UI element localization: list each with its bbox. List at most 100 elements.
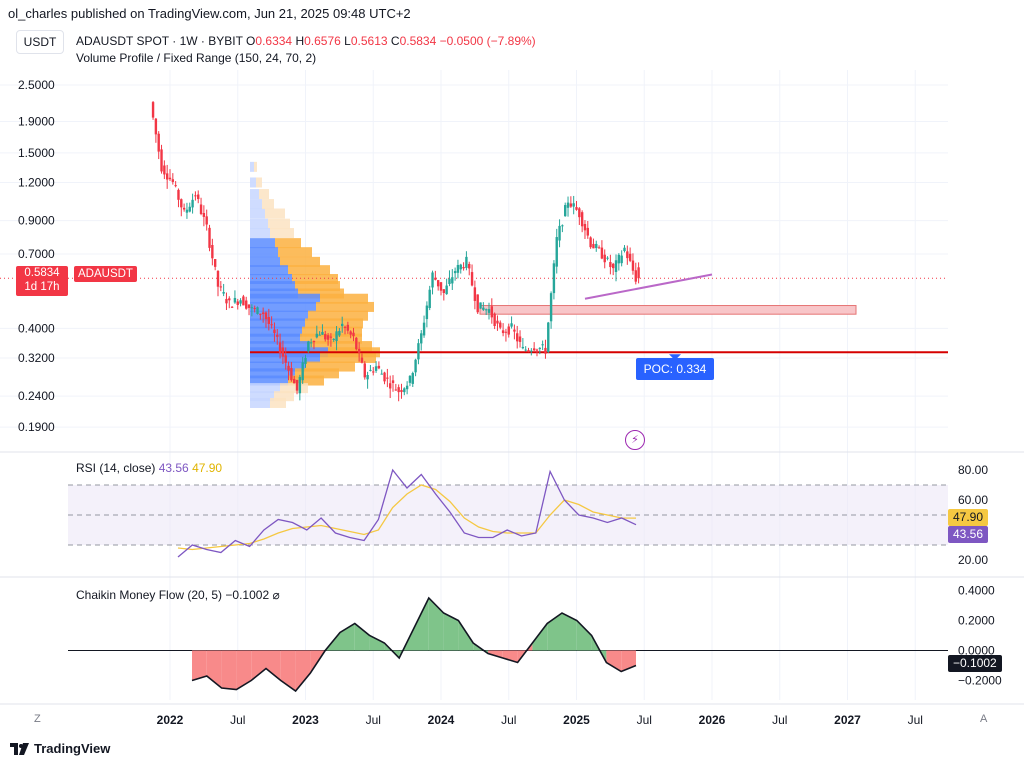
rsi-axis-label: 80.00	[958, 463, 988, 477]
candle-body	[171, 179, 175, 182]
candle-body	[230, 306, 234, 308]
price-axis-label: 0.3200	[18, 351, 55, 365]
poc-label[interactable]: POC: 0.334	[636, 358, 714, 380]
candle-body	[434, 277, 437, 280]
candle-body	[315, 333, 318, 338]
candle-body	[298, 376, 302, 394]
currency-selector[interactable]: USDT	[16, 30, 64, 54]
candle-body	[293, 378, 296, 384]
cmf-area-segment	[547, 613, 562, 651]
volume-profile-bar	[268, 218, 290, 229]
volume-profile-bar	[320, 352, 376, 363]
candle-body	[623, 247, 626, 252]
volume-profile-bar	[250, 333, 300, 344]
candle-body	[428, 289, 431, 309]
candle-body	[346, 324, 350, 331]
candle-body	[270, 324, 273, 326]
cmf-legend[interactable]: Chaikin Money Flow (20, 5) −0.1002 ⌀	[76, 588, 280, 602]
candle-body	[476, 294, 479, 313]
candle-body	[535, 349, 539, 351]
low-value: 0.5613	[350, 34, 388, 48]
candle-body	[513, 329, 516, 332]
volume-profile-bar	[292, 274, 338, 285]
time-axis-label: 2027	[834, 713, 861, 727]
volume-profile-bar	[270, 228, 294, 239]
candle-body	[386, 377, 389, 379]
volume-profile-bar	[274, 391, 294, 402]
candle-body	[273, 329, 276, 334]
candle-body	[634, 270, 637, 282]
candle-body	[318, 334, 321, 336]
cmf-axis-label: −0.2000	[958, 674, 1002, 688]
rsi-value: 43.56	[158, 461, 189, 475]
candle-body	[552, 263, 556, 294]
candle-body	[213, 259, 217, 267]
candle-body	[414, 359, 417, 373]
volume-profile-bar	[250, 256, 280, 267]
cmf-area-segment	[266, 650, 281, 681]
volume-profile-bar	[316, 301, 374, 312]
cmf-area-segment	[458, 620, 474, 651]
candle-body	[597, 247, 601, 249]
candle-body	[518, 336, 522, 342]
tradingview-logo-icon	[10, 742, 29, 755]
candle-body	[326, 335, 330, 340]
candle-body	[377, 365, 381, 369]
cmf-value: −0.1002	[225, 588, 270, 602]
candle-body	[264, 312, 268, 320]
volume-profile-bar	[270, 397, 286, 408]
close-label: C	[390, 34, 400, 48]
price-axis-label: 1.5000	[18, 146, 55, 160]
auto-scale-icon[interactable]: A	[980, 713, 988, 725]
candle-body	[349, 331, 352, 335]
brand-name: TradingView	[34, 741, 111, 756]
candle-body	[400, 389, 403, 393]
candle-body	[564, 205, 567, 217]
cmf-area-segment	[280, 650, 296, 691]
flash-icon[interactable]: ⚡	[625, 430, 645, 450]
candle-body	[287, 365, 290, 371]
candle-body	[250, 307, 254, 309]
candle-body	[335, 331, 338, 341]
time-axis-label: Jul	[908, 713, 923, 727]
candle-body	[501, 330, 505, 334]
volume-profile-bar	[262, 199, 274, 210]
last-price-tag: 0.5834 1d 17h	[16, 266, 68, 296]
candle-body	[233, 297, 237, 303]
candle-body	[549, 293, 553, 322]
cmf-area-segment	[532, 623, 548, 651]
candle-body	[468, 263, 471, 269]
candle-body	[578, 208, 581, 218]
volume-profile-bar	[250, 274, 292, 285]
cmf-axis-label: 0.2000	[958, 614, 995, 628]
tradingview-logo[interactable]: TradingView	[10, 741, 110, 756]
volume-profile-legend[interactable]: Volume Profile / Fixed Range (150, 24, 7…	[76, 51, 317, 65]
candle-body	[216, 270, 220, 287]
volume-profile-bar	[265, 208, 285, 219]
rsi-badge: 43.56	[948, 526, 989, 543]
volume-profile-bar	[308, 310, 368, 321]
candle-body	[397, 387, 400, 393]
support-zone[interactable]	[479, 305, 857, 315]
price-axis-label: 1.9000	[18, 114, 55, 128]
time-axis-label: Jul	[501, 713, 516, 727]
volume-profile-bar	[250, 361, 305, 372]
candle-body	[566, 202, 570, 208]
trendline[interactable]	[584, 273, 713, 300]
volume-profile-bar	[295, 281, 340, 292]
high-label: H	[295, 34, 305, 48]
candle-body	[470, 272, 474, 286]
rsi-axis-label: 60.00	[958, 493, 988, 507]
time-axis-label: Jul	[230, 713, 245, 727]
eye-off-icon[interactable]: ⌀	[272, 588, 280, 602]
candle-body	[532, 348, 536, 351]
candle-body	[547, 322, 550, 352]
candle-body	[357, 348, 361, 353]
candle-body	[253, 308, 256, 310]
cmf-area-segment	[562, 613, 577, 651]
rsi-legend[interactable]: RSI (14, close) 43.56 47.90	[76, 461, 222, 475]
zoom-icon[interactable]: Z	[34, 713, 41, 725]
cmf-title: Chaikin Money Flow (20, 5)	[76, 588, 223, 602]
volume-profile-bar	[250, 391, 274, 402]
